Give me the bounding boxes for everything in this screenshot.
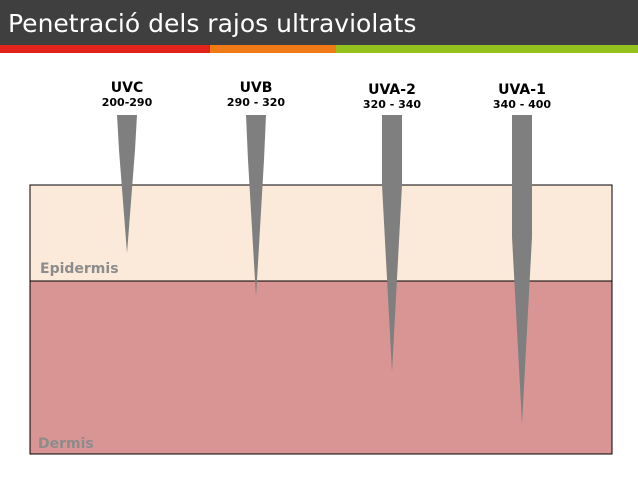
layer-label: Epidermis (40, 261, 119, 277)
ray-name: UVA-1 (498, 82, 546, 98)
ray-range: 340 - 400 (493, 98, 551, 111)
ray-uvb (246, 115, 266, 297)
stripe (0, 45, 210, 53)
stripe (210, 45, 336, 53)
ray-uva2 (382, 115, 402, 372)
title: Penetració dels rajos ultraviolats (8, 9, 416, 38)
ray-range: 320 - 340 (363, 98, 421, 111)
ray-name: UVC (111, 80, 143, 96)
ray-name: UVA-2 (368, 82, 416, 98)
ray-range: 290 - 320 (227, 96, 285, 109)
stripe (336, 45, 638, 53)
ray-uvc (117, 115, 137, 253)
layer-label: Dermis (38, 436, 94, 452)
ray-uva1 (512, 115, 532, 424)
ray-range: 200-290 (102, 96, 153, 109)
dermis (29, 280, 613, 455)
ray-name: UVB (240, 80, 273, 96)
header-bar (0, 0, 638, 45)
